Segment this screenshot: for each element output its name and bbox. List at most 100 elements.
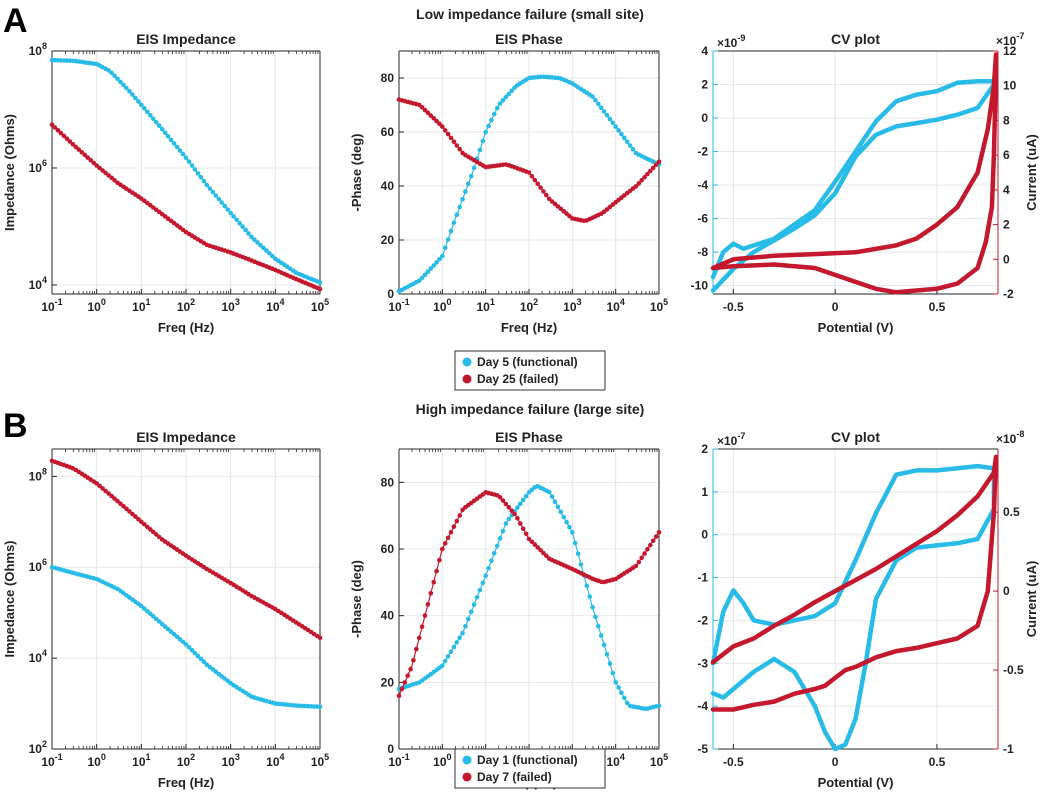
chart-title: EIS Impedance bbox=[136, 429, 236, 445]
data-point bbox=[457, 204, 463, 210]
y-tick-label: 80 bbox=[381, 71, 395, 85]
data-point bbox=[192, 650, 198, 656]
data-point bbox=[448, 529, 454, 535]
data-point bbox=[622, 695, 627, 701]
data-point bbox=[402, 680, 408, 685]
x-tick-label: 104 bbox=[606, 297, 624, 314]
data-point bbox=[442, 541, 448, 546]
data-point bbox=[180, 151, 186, 157]
data-point bbox=[607, 661, 613, 666]
data-point bbox=[619, 690, 624, 695]
data-point bbox=[145, 109, 150, 115]
series-group-A-phase bbox=[396, 74, 662, 294]
data-point bbox=[535, 545, 540, 550]
data-point bbox=[653, 534, 659, 539]
data-point bbox=[231, 214, 236, 219]
panel-label-b: B bbox=[3, 407, 28, 445]
data-point bbox=[613, 680, 618, 685]
data-point bbox=[564, 519, 569, 525]
data-point bbox=[264, 248, 269, 253]
data-point bbox=[261, 245, 266, 251]
data-point bbox=[538, 547, 543, 553]
data-point bbox=[497, 495, 503, 500]
data-point bbox=[440, 253, 445, 259]
data-point bbox=[213, 193, 219, 198]
data-point bbox=[408, 666, 413, 672]
data-point bbox=[64, 136, 70, 141]
data-point bbox=[216, 196, 222, 202]
data-point bbox=[497, 101, 503, 106]
data-point bbox=[440, 663, 445, 668]
data-point bbox=[225, 207, 230, 212]
data-point bbox=[500, 98, 506, 103]
legend-marker-failed bbox=[462, 374, 472, 384]
data-point bbox=[428, 113, 434, 118]
data-point bbox=[523, 493, 529, 499]
x-tick-label: -0.5 bbox=[723, 755, 744, 769]
x-tick-label: 100 bbox=[87, 752, 105, 769]
data-point bbox=[489, 558, 494, 564]
data-point bbox=[448, 649, 454, 654]
data-point bbox=[445, 535, 451, 541]
data-point bbox=[520, 526, 526, 531]
y-tick-label: -1 bbox=[697, 571, 708, 585]
y-tick-label: -4 bbox=[697, 699, 708, 713]
data-point bbox=[109, 70, 114, 76]
data-point bbox=[396, 693, 402, 698]
series-group-B-phase bbox=[396, 483, 662, 711]
data-point bbox=[425, 602, 431, 607]
y-right-tick-label: 10 bbox=[1003, 79, 1017, 93]
data-point bbox=[130, 511, 135, 517]
data-point bbox=[506, 505, 512, 510]
data-point bbox=[171, 141, 177, 146]
data-point bbox=[258, 242, 263, 248]
data-point bbox=[526, 536, 532, 542]
data-point bbox=[512, 511, 517, 517]
data-point bbox=[121, 82, 126, 88]
data-point bbox=[552, 499, 558, 505]
data-point bbox=[204, 182, 210, 188]
data-point bbox=[636, 181, 642, 186]
data-point bbox=[656, 703, 662, 708]
data-point bbox=[150, 116, 156, 122]
data-point bbox=[58, 130, 64, 136]
x-axis-label: Freq (Hz) bbox=[501, 320, 557, 335]
data-point bbox=[419, 624, 425, 629]
data-point bbox=[598, 633, 604, 638]
x-tick-label: 101 bbox=[476, 297, 494, 314]
data-point bbox=[91, 160, 96, 166]
y-tick-label: 104 bbox=[29, 275, 47, 292]
data-point bbox=[228, 210, 233, 216]
data-point bbox=[133, 514, 138, 519]
data-point bbox=[445, 654, 451, 659]
y-tick-label: 1 bbox=[701, 485, 708, 499]
data-point bbox=[596, 623, 601, 629]
data-point bbox=[642, 174, 647, 180]
data-point bbox=[610, 670, 616, 676]
legend-label-functional: Day 5 (functional) bbox=[477, 355, 578, 369]
x-tick-label: 104 bbox=[266, 752, 284, 769]
data-point bbox=[434, 568, 439, 574]
y-right-tick-label: -2 bbox=[1003, 287, 1014, 301]
data-point bbox=[451, 139, 457, 144]
data-point bbox=[656, 159, 662, 164]
data-point bbox=[445, 131, 451, 137]
x-tick-label: 105 bbox=[650, 297, 668, 314]
x-axis-label: Potential (V) bbox=[818, 320, 894, 335]
data-point bbox=[584, 583, 590, 589]
y-tick-label: 20 bbox=[381, 675, 395, 689]
data-point bbox=[454, 143, 460, 148]
data-point bbox=[624, 700, 630, 706]
x-tick-label: 10-1 bbox=[388, 752, 409, 769]
data-point bbox=[468, 609, 474, 615]
data-point bbox=[515, 516, 520, 521]
data-point bbox=[454, 212, 460, 217]
data-point bbox=[76, 147, 82, 152]
data-point bbox=[419, 105, 425, 110]
data-point bbox=[515, 505, 520, 510]
data-point bbox=[457, 513, 463, 518]
data-point bbox=[529, 174, 535, 179]
x-tick-label: 102 bbox=[177, 752, 195, 769]
data-point bbox=[445, 237, 451, 242]
chart-title: EIS Impedance bbox=[136, 31, 236, 47]
